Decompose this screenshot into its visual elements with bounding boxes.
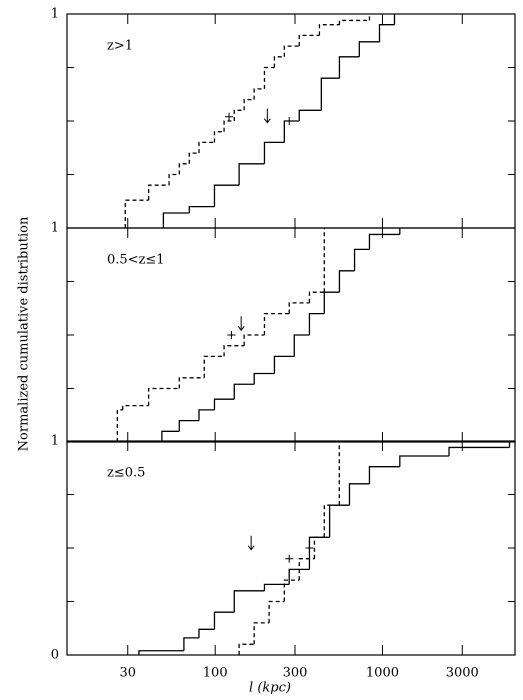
step-segment (198, 141, 215, 154)
step-segment (161, 430, 180, 442)
step-segment (243, 334, 265, 346)
x-axis-label: l (kpc) (249, 681, 291, 696)
y-tick-label: 0 (51, 648, 59, 663)
step-segment (238, 163, 265, 186)
step-segment (253, 372, 275, 385)
panel-label: 0.5<z≤1 (107, 253, 165, 268)
step-segment (353, 248, 370, 271)
step-segment (368, 466, 400, 484)
step-segment (223, 120, 235, 132)
plus-marker (227, 331, 236, 339)
step-segment (283, 120, 300, 143)
x-tick-label: 3000 (446, 666, 479, 681)
step-segment (293, 334, 310, 357)
arrow (263, 108, 271, 124)
x-tick-label: 1000 (366, 666, 399, 681)
step-segment (124, 199, 149, 228)
arrow (237, 316, 245, 332)
step-segment (288, 568, 310, 585)
plus-marker (305, 544, 314, 552)
step-segment (188, 152, 199, 164)
step-segment (348, 483, 370, 506)
panel-label: z≤0.5 (107, 466, 145, 481)
step-segment (298, 34, 320, 47)
step-segment (308, 291, 325, 303)
y-tick-label: 1 (51, 7, 59, 22)
step-segment (313, 536, 325, 559)
step-segment (263, 66, 275, 89)
step-segment (253, 88, 265, 100)
step-segment (162, 212, 190, 228)
step-segment (308, 536, 330, 570)
arrow (247, 535, 255, 551)
step-segment (268, 600, 285, 623)
step-segment (213, 184, 240, 207)
step-segment (203, 355, 225, 378)
step-segment (213, 398, 235, 410)
step-segment (263, 583, 290, 591)
x-tick-label: 100 (203, 666, 228, 681)
step-segment (368, 233, 400, 250)
step-segment (298, 109, 322, 121)
y-tick-label: 1 (51, 221, 59, 236)
step-segment (178, 419, 199, 432)
step-segment (233, 109, 245, 121)
step-segment (308, 312, 325, 335)
step-segment (448, 446, 510, 456)
step-segment (243, 98, 255, 111)
step-segment (188, 205, 215, 214)
x-tick-label: 300 (283, 666, 308, 681)
step-segment (273, 355, 295, 374)
step-segment (138, 650, 184, 655)
step-segment (223, 345, 245, 357)
y-tick-label: 1 (51, 434, 59, 449)
step-segment (213, 131, 225, 143)
step-segment (116, 409, 123, 442)
step-segment (238, 643, 255, 655)
step-segment (358, 41, 380, 57)
step-segment (320, 77, 340, 111)
step-segment (338, 270, 355, 293)
step-segment (198, 409, 215, 421)
step-segment (213, 611, 235, 630)
step-segment (338, 56, 360, 79)
step-segment (338, 19, 370, 25)
step-segment (328, 504, 350, 538)
step-segment (233, 590, 265, 613)
step-segment (323, 504, 340, 538)
step-segment (198, 628, 215, 638)
step-segment (283, 579, 300, 602)
step-segment (147, 387, 180, 406)
step-segment (288, 302, 310, 314)
plus-marker (285, 117, 294, 125)
plus-marker (285, 554, 294, 563)
step-segment (378, 24, 395, 42)
step-segment (273, 56, 285, 68)
step-segment (183, 637, 199, 651)
plus-marker (225, 112, 234, 121)
step-segment (283, 45, 300, 57)
step-segment (178, 163, 190, 175)
panel-label: z>1 (107, 39, 133, 54)
y-axis-label: Normalized cumulative distribution (17, 216, 32, 451)
step-segment (178, 377, 205, 389)
step-segment (263, 141, 285, 164)
step-segment (323, 291, 340, 314)
x-tick-label: 30 (119, 666, 136, 681)
step-segment (399, 455, 450, 467)
step-segment (263, 312, 290, 335)
step-segment (318, 24, 340, 36)
step-segment (233, 383, 255, 400)
step-segment (147, 184, 170, 201)
step-segment (253, 622, 270, 645)
step-segment (122, 404, 149, 410)
step-segment (168, 173, 180, 186)
